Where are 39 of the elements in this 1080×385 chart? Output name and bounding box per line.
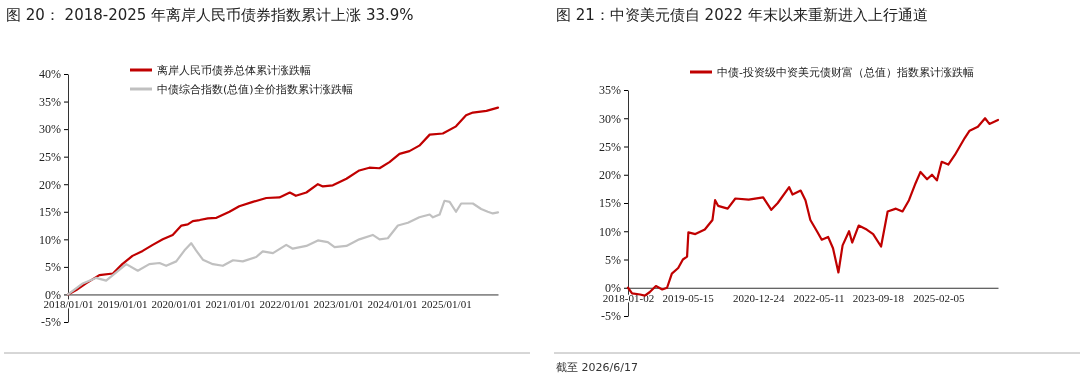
x-tick-label: 2025-02-05 <box>913 291 966 304</box>
y-tick-label: 5% <box>45 260 61 275</box>
x-tick-label: 2022-05-11 <box>793 291 845 304</box>
text: 截至 2026/6/17 <box>556 361 638 374</box>
y-tick-label: 15% <box>39 205 61 220</box>
x-tick-label: 2019-05-15 <box>662 291 715 304</box>
legend-label: 中债-投资级中资美元债财富（总值）指数累计涨跌幅 <box>717 66 974 79</box>
x-tick-label: 2023/01/01 <box>313 298 364 311</box>
y-tick-label: 0% <box>605 281 621 296</box>
y-tick-label: 25% <box>599 139 621 154</box>
y-tick-label: 25% <box>39 150 61 165</box>
chart-title: 图 20： 2018-2025 年离岸人民币债券指数累计上涨 33.9% <box>6 6 414 24</box>
x-tick-label: 2021/01/01 <box>205 298 256 311</box>
y-tick-label: 5% <box>605 252 621 267</box>
chart-title: 图 21：中资美元债自 2022 年末以来重新进入上行通道 <box>556 6 928 24</box>
y-tick-label: 30% <box>599 111 621 126</box>
y-tick-label: 30% <box>39 122 61 137</box>
x-tick-label: 2020-12-24 <box>733 291 785 304</box>
line-series <box>626 117 1000 297</box>
y-tick-label: 15% <box>599 196 621 211</box>
y-tick-label: -5% <box>41 315 61 330</box>
y-tick-label: 10% <box>39 232 61 247</box>
y-tick-label: 20% <box>599 168 621 183</box>
x-tick-label: 2025/01/01 <box>421 298 472 311</box>
y-tick-label: 40% <box>39 67 61 82</box>
x-tick-label: 2020/01/01 <box>151 298 202 311</box>
legend-label: 中债综合指数(总值)全价指数累计涨跌幅 <box>157 83 353 96</box>
x-tick-label: 2023-09-18 <box>852 291 905 304</box>
y-tick-label: 20% <box>39 177 61 192</box>
y-tick-label: -5% <box>601 309 621 324</box>
y-tick-label: 35% <box>39 94 61 109</box>
x-tick-label: 2024/01/01 <box>367 298 418 311</box>
legend-label: 离岸人民币债券总体累计涨跌幅 <box>157 64 311 77</box>
y-tick-label: 35% <box>599 83 621 98</box>
x-tick-label: 2022/01/01 <box>259 298 310 311</box>
y-tick-label: 0% <box>45 287 61 302</box>
line-series <box>66 199 500 296</box>
y-tick-label: 10% <box>599 224 621 239</box>
x-tick-label: 2019/01/01 <box>97 298 148 311</box>
